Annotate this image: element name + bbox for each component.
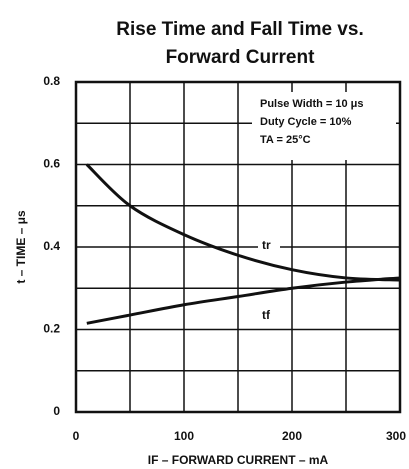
line	[86, 276, 401, 325]
y-tick-label: 0.6	[43, 157, 60, 171]
annotation-box	[252, 92, 396, 160]
plot-frame	[74, 80, 402, 414]
x-tick-label: 100	[174, 429, 194, 443]
y-tick-label: 0.8	[43, 74, 60, 88]
y-tick-label: 0.4	[43, 239, 60, 253]
series-label-bg	[258, 237, 280, 255]
x-axis-label: IF – FORWARD CURRENT – mA	[148, 453, 329, 467]
series-label: tr	[262, 238, 271, 252]
annotation: Pulse Width = 10 μs	[260, 98, 364, 110]
y-tick-label: 0	[53, 404, 60, 418]
series-label-bg	[258, 307, 280, 325]
chart-title: Forward Current	[166, 47, 316, 68]
x-tick-label: 300	[386, 429, 406, 443]
chart-title: Rise Time and Fall Time vs.	[116, 19, 363, 40]
series-label: tf	[262, 308, 271, 322]
annotation: Duty Cycle = 10%	[260, 116, 352, 128]
x-tick-label: 0	[73, 429, 80, 443]
annotation: TA = 25°C	[260, 134, 311, 146]
y-tick-label: 0.2	[43, 322, 60, 336]
y-axis-label: t – TIME – μs	[14, 210, 28, 284]
x-tick-label: 200	[282, 429, 302, 443]
line	[85, 163, 401, 282]
